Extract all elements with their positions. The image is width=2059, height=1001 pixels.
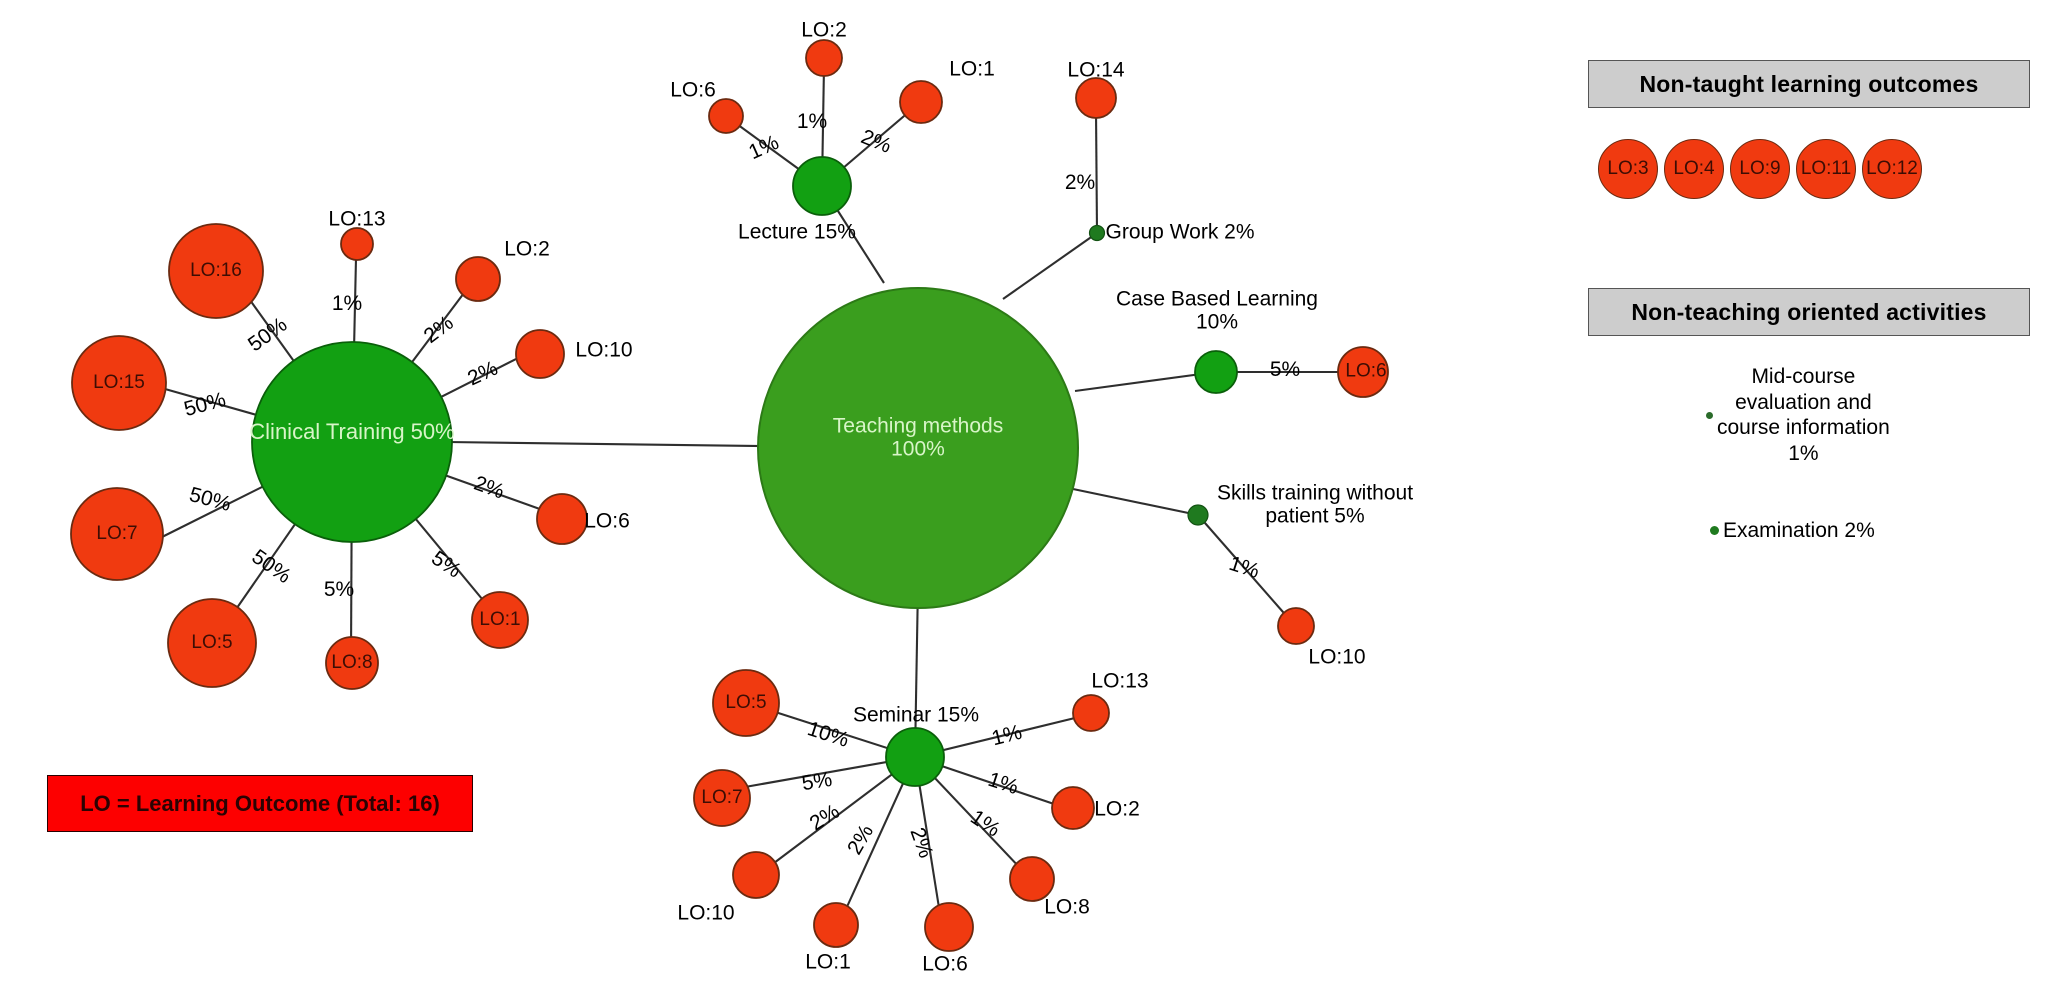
node-clinical-lo15[interactable] <box>71 335 167 431</box>
node-seminar-lo10[interactable] <box>732 851 780 899</box>
node-seminar-lo5[interactable] <box>712 669 780 737</box>
node-teaching-methods[interactable] <box>757 287 1079 609</box>
activity-mid-course-label: Mid-course evaluation and course informa… <box>1717 365 1890 465</box>
node-clinical-lo16[interactable] <box>168 223 264 319</box>
node-clinical-lo1[interactable] <box>471 591 529 649</box>
edges-skills <box>1197 514 1291 621</box>
pct-clinical-lo8: 5% <box>323 578 355 601</box>
node-seminar-lo2[interactable] <box>1051 786 1095 830</box>
node-seminar-lo6[interactable] <box>924 902 974 952</box>
pct-groupwork-lo14: 2% <box>1064 171 1096 194</box>
node-seminar[interactable] <box>885 727 945 787</box>
node-clinical-lo6[interactable] <box>536 493 588 545</box>
node-seminar-lo1[interactable] <box>813 902 859 948</box>
node-seminar-lo7[interactable] <box>693 769 751 827</box>
pct-seminar-lo7: 5% <box>800 767 834 796</box>
node-seminar-lo13[interactable] <box>1072 694 1110 732</box>
activity-examination-label: Examination 2% <box>1723 519 1875 542</box>
node-clinical-lo13[interactable] <box>340 227 374 261</box>
panel-non-taught-title: Non-taught learning outcomes <box>1588 60 2030 108</box>
node-clinical-training[interactable] <box>251 341 453 543</box>
node-lecture-lo2[interactable] <box>805 39 843 77</box>
node-lecture-lo6[interactable] <box>708 98 744 134</box>
node-clinical-lo10[interactable] <box>515 329 565 379</box>
node-lecture-lo1[interactable] <box>899 80 943 124</box>
green-dot-icon <box>1710 526 1719 536</box>
node-group-work[interactable] <box>1088 224 1106 242</box>
node-case-based-learning[interactable] <box>1194 350 1238 394</box>
node-skills-training[interactable] <box>1187 504 1209 526</box>
lo-legend-box: LO = Learning Outcome (Total: 16) <box>47 775 473 832</box>
pct-casebased-lo6: 5% <box>1269 358 1301 381</box>
node-clinical-lo2[interactable] <box>455 256 501 302</box>
non-taught-outcomes-list: LO:3 LO:4 LO:9 LO:11 LO:12 <box>1598 139 1922 199</box>
node-clinical-lo8[interactable] <box>325 636 379 690</box>
node-casebased-lo6[interactable] <box>1337 346 1389 398</box>
legend-lo3[interactable]: LO:3 <box>1598 139 1658 199</box>
pct-lecture-lo2: 1% <box>796 110 828 133</box>
node-clinical-lo7[interactable] <box>70 487 164 581</box>
node-groupwork-lo14[interactable] <box>1075 77 1117 119</box>
node-clinical-lo5[interactable] <box>167 598 257 688</box>
node-lecture[interactable] <box>792 156 852 216</box>
legend-lo4[interactable]: LO:4 <box>1664 139 1724 199</box>
legend-lo11[interactable]: LO:11 <box>1796 139 1856 199</box>
activity-mid-course: Mid-course evaluation and course informa… <box>1706 364 1890 466</box>
edges-groupwork <box>1094 109 1099 234</box>
green-dot-icon <box>1706 411 1713 419</box>
node-skills-lo10[interactable] <box>1277 607 1315 645</box>
panel-non-teaching-title: Non-teaching oriented activities <box>1588 288 2030 336</box>
legend-lo9[interactable]: LO:9 <box>1730 139 1790 199</box>
pct-clinical-lo13: 1% <box>331 292 363 315</box>
activity-examination: Examination 2% <box>1710 518 1875 544</box>
legend-lo12[interactable]: LO:12 <box>1862 139 1922 199</box>
node-seminar-lo8[interactable] <box>1009 856 1055 902</box>
